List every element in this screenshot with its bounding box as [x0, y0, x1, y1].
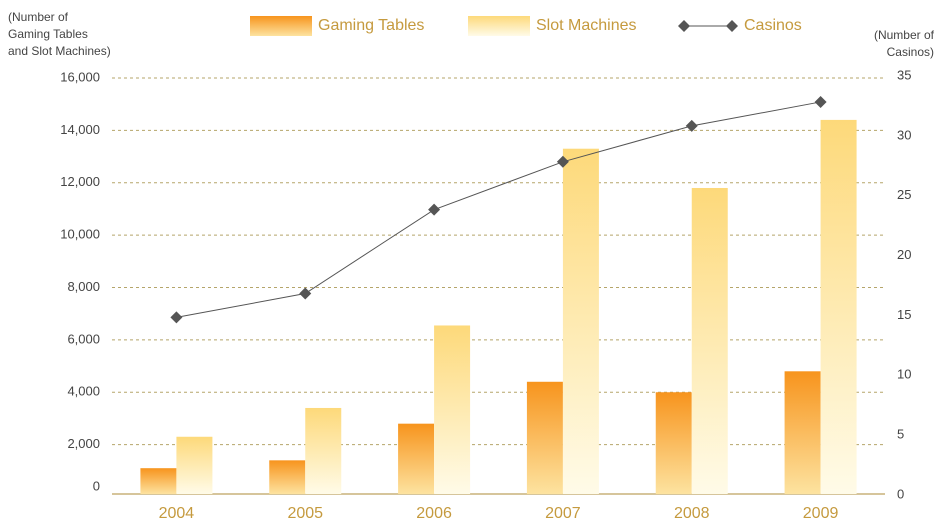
marker — [170, 311, 183, 324]
bar — [526, 381, 563, 494]
bar — [820, 119, 857, 495]
y2-tick-label: 35 — [897, 67, 911, 82]
x-tick-label: 2005 — [287, 505, 323, 522]
marker — [428, 203, 441, 216]
legend-marker — [678, 20, 690, 32]
y2-tick-label: 15 — [897, 307, 911, 322]
y-tick-label: 16,000 — [60, 69, 100, 84]
bar — [562, 148, 599, 495]
x-tick-label: 2004 — [159, 505, 195, 522]
bar — [434, 325, 471, 494]
bar — [305, 407, 342, 494]
y-tick-label: 8,000 — [67, 279, 100, 294]
bar — [140, 468, 177, 494]
marker — [814, 95, 827, 108]
legend-swatch — [468, 16, 530, 36]
y-tick-label: 6,000 — [67, 331, 100, 346]
y-tick-label: 10,000 — [60, 227, 100, 242]
y2-tick-label: 10 — [897, 367, 911, 382]
bar — [398, 423, 435, 494]
line — [176, 101, 821, 318]
x-tick-label: 2009 — [803, 505, 839, 522]
y-tick-label: 14,000 — [60, 122, 100, 137]
x-tick-label: 2008 — [674, 505, 710, 522]
bar — [784, 371, 821, 494]
marker — [556, 155, 569, 168]
legend-label: Gaming Tables — [318, 17, 424, 34]
marker — [685, 119, 698, 132]
y-tick-label: 0 — [93, 478, 100, 493]
y2-tick-label: 25 — [897, 187, 911, 202]
y-tick-label: 4,000 — [67, 384, 100, 399]
y2-axis-label: (Number of — [874, 28, 935, 42]
legend-marker — [726, 20, 738, 32]
y2-tick-label: 5 — [897, 427, 904, 442]
x-tick-label: 2007 — [545, 505, 581, 522]
y2-axis-label: Casinos) — [887, 45, 934, 59]
legend-label: Slot Machines — [536, 17, 637, 34]
y-tick-label: 12,000 — [60, 174, 100, 189]
y2-tick-label: 30 — [897, 127, 911, 142]
y-tick-label: 2,000 — [67, 436, 100, 451]
bar — [691, 187, 728, 495]
x-tick-label: 2006 — [416, 505, 452, 522]
bar — [269, 460, 306, 494]
legend-label: Casinos — [744, 17, 802, 34]
y-axis-label: and Slot Machines) — [8, 44, 111, 58]
bar — [176, 436, 213, 494]
y2-tick-label: 0 — [897, 486, 904, 501]
y-axis-label: Gaming Tables — [8, 27, 88, 41]
bar — [655, 392, 692, 494]
y2-tick-label: 20 — [897, 247, 911, 262]
marker — [299, 287, 312, 300]
legend-swatch — [250, 16, 312, 36]
y-axis-label: (Number of — [8, 10, 69, 24]
